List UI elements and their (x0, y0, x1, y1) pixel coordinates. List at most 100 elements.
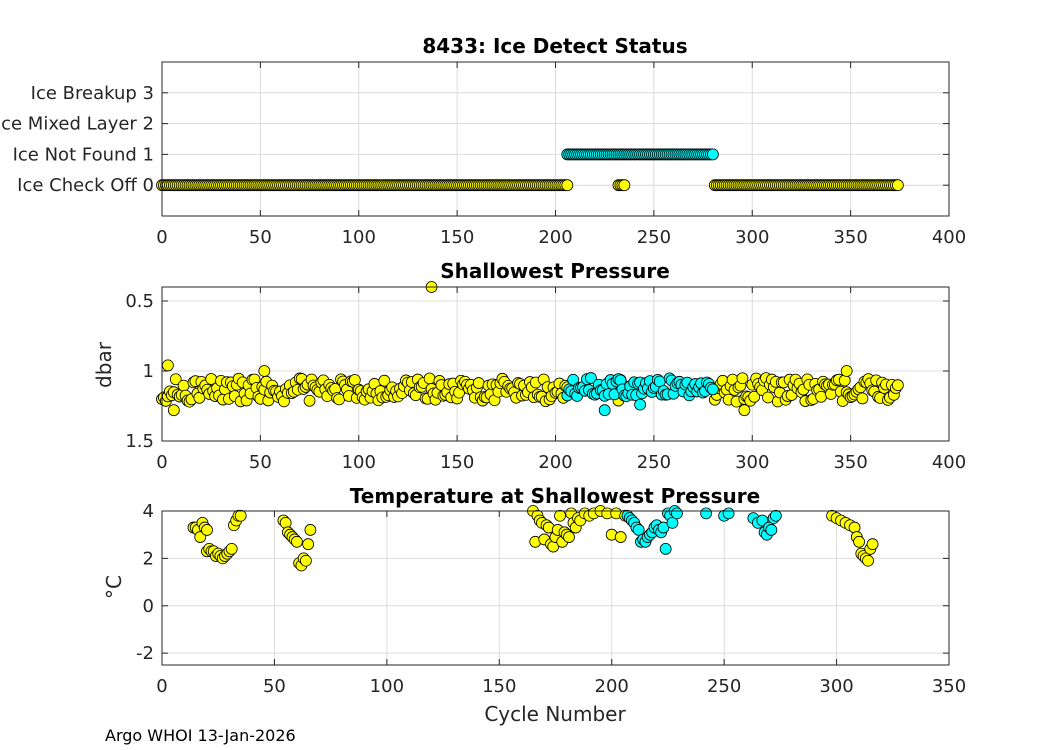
temperature-point (194, 531, 207, 543)
axes-box (161, 61, 950, 217)
pressure-point (634, 398, 646, 411)
x-tick-label: 100 (342, 227, 376, 248)
pressure-point (169, 373, 182, 386)
y-tick-label: Ice Mixed Layer 2 (0, 114, 154, 135)
pressure-point (177, 379, 190, 392)
temperature-point (201, 524, 213, 536)
temperature-point (300, 554, 312, 567)
x-tick-label: 250 (637, 227, 671, 248)
temperature-point (756, 514, 769, 527)
x-tick-label: 50 (249, 227, 272, 248)
x-tick-label: 150 (440, 227, 474, 248)
pressure-point (258, 365, 271, 377)
cycle-number-xlabel: Cycle Number (484, 702, 626, 726)
temperature-point (291, 535, 303, 548)
x-tick-label: 250 (707, 676, 741, 697)
temperature-point (700, 507, 713, 520)
x-tick-label: 200 (538, 452, 572, 473)
pressure-point (856, 392, 869, 405)
y-tick-label: 0.5 (125, 291, 154, 312)
x-tick-label: 400 (932, 452, 966, 473)
pressure-point (423, 372, 436, 385)
y-tick-label: Ice Not Found 1 (13, 144, 154, 165)
y-tick-label: Ice Check Off 0 (17, 175, 154, 196)
temperature-point (769, 509, 782, 522)
temperature-point (722, 507, 735, 520)
temperature-panel: Temperature at Shallowest Pressure °C Cy… (102, 484, 966, 726)
pressure-point (840, 365, 853, 377)
temperature-point (225, 543, 238, 555)
axes-box (161, 510, 950, 666)
points-1 (156, 281, 904, 417)
x-tick-label: 150 (482, 676, 516, 697)
pressure-point (472, 377, 485, 389)
x-tick-label: 350 (833, 227, 867, 248)
pressure-point (891, 379, 904, 392)
footer-credit: Argo WHOI 13-Jan-2026 (105, 726, 296, 745)
x-tick-label: 400 (932, 227, 966, 248)
temperature-point (632, 524, 645, 536)
axes-0: 0 50 100 150 200 250 300 350 400 Ice Check Off 0 I… (0, 61, 966, 248)
x-tick-label: 300 (819, 676, 853, 697)
status-point (561, 179, 574, 192)
temperature-point (554, 509, 566, 522)
x-tick-label: 200 (595, 676, 629, 697)
y-tick-label: 0 (143, 596, 154, 617)
y-tick-label: 2 (143, 548, 154, 569)
temperature-point (304, 524, 317, 536)
x-tick-label: 300 (735, 227, 769, 248)
points-0 (156, 148, 904, 192)
points-2 (187, 505, 879, 572)
x-tick-label: 350 (833, 452, 867, 473)
y-tick-label: 4 (143, 501, 154, 522)
y-tick-label: 1.5 (125, 431, 154, 452)
temperature-point (666, 516, 679, 529)
y-tick-label: Ice Breakup 3 (31, 83, 154, 104)
pressure-point (738, 404, 751, 417)
x-tick-label: 150 (440, 452, 474, 473)
shallowest-pressure-panel: Shallowest Pressure dbar 0 50 100 150 200 250… (92, 259, 966, 473)
y-tick-label: 1 (143, 361, 154, 382)
pressure-point (167, 404, 180, 417)
pressure-point (748, 390, 761, 403)
pressure-point (838, 374, 851, 387)
status-point (891, 179, 904, 192)
x-tick-label: 300 (735, 452, 769, 473)
pressure-point (303, 394, 316, 407)
x-tick-label: 0 (156, 676, 167, 697)
temperature-point (866, 538, 879, 551)
pressure-point (161, 359, 174, 372)
status-point (707, 148, 719, 161)
pressure-point (815, 390, 828, 403)
x-tick-label: 250 (637, 452, 671, 473)
ice-status-title: 8433: Ice Detect Status (422, 34, 687, 58)
axes-1: 0 50 100 150 200 250 300 350 400 0.5 1 1.5 (125, 281, 966, 473)
temperature-ylabel: °C (102, 575, 126, 599)
x-tick-label: 0 (156, 227, 167, 248)
y-tick-label: -2 (136, 643, 154, 664)
status-point (618, 179, 631, 192)
temperature-point (671, 507, 683, 520)
temperature-point (659, 543, 672, 555)
x-tick-label: 350 (932, 676, 966, 697)
pressure-point (378, 374, 391, 387)
temperature-point (765, 524, 778, 536)
temperature-point (853, 535, 865, 548)
pressure-point (567, 373, 580, 386)
shallowest-pressure-title: Shallowest Pressure (440, 259, 670, 283)
temperature-title: Temperature at Shallowest Pressure (350, 484, 760, 508)
temperature-point (302, 538, 315, 551)
x-tick-label: 50 (249, 452, 272, 473)
temperature-point (563, 531, 575, 543)
pressure-point (707, 383, 719, 396)
pressure-ylabel: dbar (92, 341, 116, 388)
pressure-point (333, 393, 345, 406)
temperature-point (234, 509, 247, 522)
temperature-point (862, 554, 874, 567)
x-tick-label: 50 (263, 676, 286, 697)
x-tick-label: 100 (370, 676, 404, 697)
pressure-point (762, 391, 774, 404)
temperature-point (614, 531, 627, 543)
x-tick-label: 100 (342, 452, 376, 473)
